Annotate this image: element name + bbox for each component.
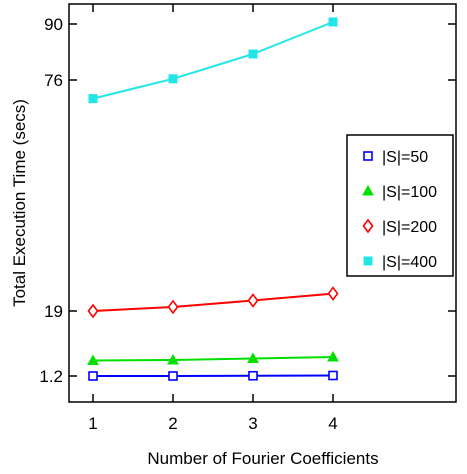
- data-point: [328, 370, 338, 381]
- data-point: [167, 353, 179, 365]
- data-point: [247, 352, 259, 363]
- plot-frame: [68, 3, 457, 403]
- series-line: [92, 292, 334, 312]
- legend-label: |S|=50: [382, 149, 428, 166]
- data-point: [168, 74, 178, 84]
- legend-marker: [363, 256, 373, 266]
- x-tick-label: 1: [88, 414, 97, 433]
- legend: |S|=50 |S|=100 |S|=200 |S|=400: [346, 134, 454, 277]
- y-tick-label: 19: [44, 302, 63, 321]
- y-axis-ticks: 1.2 19 76 90: [39, 15, 456, 386]
- y-axis-label: Total Execution Time (secs): [10, 99, 29, 307]
- x-axis-label: Number of Fourier Coefficients: [147, 449, 378, 468]
- data-point: [88, 371, 98, 381]
- x-axis-ticks: 1 2 3 4: [88, 4, 338, 433]
- legend-marker: [362, 218, 374, 234]
- x-tick-label: 4: [328, 414, 337, 433]
- y-tick-label: 90: [44, 15, 63, 34]
- y-tick-label: 1.2: [39, 367, 63, 386]
- data-point: [87, 303, 99, 319]
- legend-label: |S|=100: [382, 184, 437, 201]
- series-line: [93, 374, 334, 377]
- legend-marker: [363, 151, 373, 161]
- series-line: [92, 356, 334, 362]
- x-tick-label: 2: [168, 414, 177, 433]
- legend-label: |S|=400: [382, 254, 437, 271]
- series-layer: [87, 17, 339, 381]
- data-point: [328, 17, 338, 27]
- data-point: [88, 94, 98, 104]
- data-point: [87, 354, 99, 365]
- data-point: [248, 49, 258, 59]
- data-point: [247, 293, 259, 308]
- data-point: [327, 286, 339, 301]
- legend-marker: [362, 184, 374, 196]
- y-tick-label: 76: [44, 71, 63, 90]
- series-line: [92, 21, 334, 100]
- x-tick-label: 3: [248, 414, 257, 433]
- data-point: [327, 350, 339, 362]
- data-point: [248, 370, 258, 381]
- data-point: [167, 299, 179, 315]
- legend-label: |S|=200: [382, 219, 437, 236]
- data-point: [168, 371, 178, 381]
